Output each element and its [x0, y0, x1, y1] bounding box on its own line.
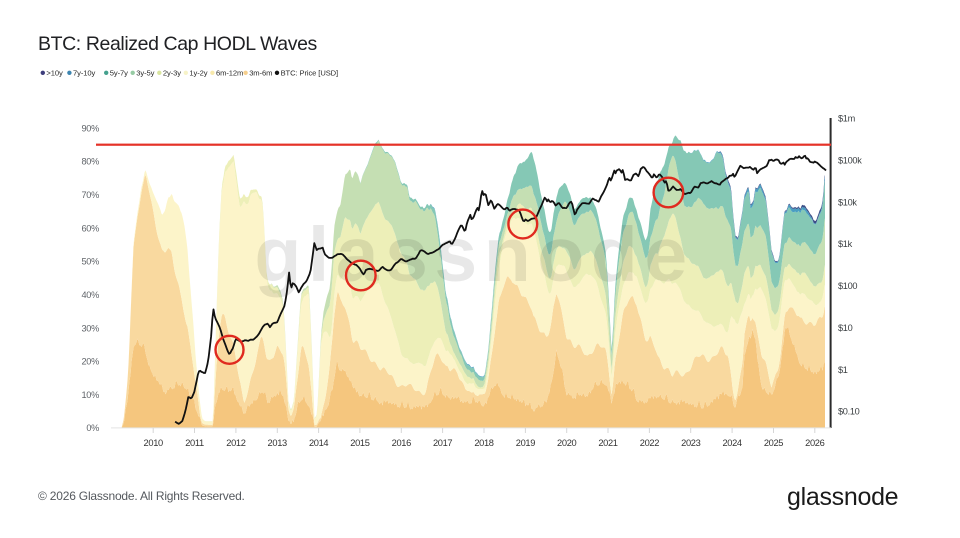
svg-text:2019: 2019	[516, 438, 535, 448]
svg-text:1y-2y: 1y-2y	[189, 69, 207, 78]
svg-text:2y-3y: 2y-3y	[163, 69, 181, 78]
svg-text:2012: 2012	[226, 438, 245, 448]
svg-text:0%: 0%	[86, 423, 99, 433]
svg-text:20%: 20%	[82, 357, 100, 367]
svg-text:2025: 2025	[764, 438, 783, 448]
svg-text:glassnode: glassnode	[254, 212, 693, 298]
svg-text:2021: 2021	[598, 438, 617, 448]
svg-text:80%: 80%	[82, 157, 100, 167]
svg-text:2026: 2026	[805, 438, 824, 448]
svg-text:© 2026 Glassnode. All Rights R: © 2026 Glassnode. All Rights Reserved.	[38, 489, 245, 503]
svg-text:2024: 2024	[722, 438, 741, 448]
svg-text:2011: 2011	[185, 438, 204, 448]
svg-text:$10: $10	[838, 323, 853, 333]
svg-text:$1: $1	[838, 365, 848, 375]
svg-text:2014: 2014	[309, 438, 328, 448]
svg-text:$100k: $100k	[838, 155, 862, 165]
svg-text:5y-7y: 5y-7y	[110, 69, 128, 78]
svg-text:$10k: $10k	[838, 197, 857, 207]
svg-text:2013: 2013	[268, 438, 287, 448]
svg-text:60%: 60%	[82, 223, 100, 233]
svg-text:$100: $100	[838, 281, 857, 291]
svg-text:50%: 50%	[82, 257, 100, 267]
svg-text:6m-12m: 6m-12m	[216, 69, 243, 78]
svg-text:glassnode: glassnode	[787, 483, 898, 511]
svg-text:BTC: Realized Cap HODL Waves: BTC: Realized Cap HODL Waves	[38, 33, 318, 55]
svg-text:2023: 2023	[681, 438, 700, 448]
svg-text:3y-5y: 3y-5y	[136, 69, 154, 78]
svg-text:3m-6m: 3m-6m	[249, 69, 272, 78]
svg-text:BTC: Price [USD]: BTC: Price [USD]	[281, 69, 338, 78]
svg-text:2022: 2022	[640, 438, 659, 448]
svg-text:7y-10y: 7y-10y	[73, 69, 95, 78]
svg-text:70%: 70%	[82, 190, 100, 200]
svg-text:90%: 90%	[82, 123, 100, 133]
svg-text:40%: 40%	[82, 290, 100, 300]
svg-text:2018: 2018	[474, 438, 493, 448]
svg-text:2010: 2010	[144, 438, 163, 448]
svg-text:2016: 2016	[392, 438, 411, 448]
svg-text:>10y: >10y	[46, 69, 63, 78]
svg-text:30%: 30%	[82, 323, 100, 333]
svg-text:$0.10: $0.10	[838, 407, 860, 417]
svg-text:2017: 2017	[433, 438, 452, 448]
svg-text:10%: 10%	[82, 390, 100, 400]
svg-text:2020: 2020	[557, 438, 576, 448]
svg-text:$1m: $1m	[838, 114, 856, 124]
svg-text:2015: 2015	[350, 438, 369, 448]
svg-text:$1k: $1k	[838, 239, 853, 249]
